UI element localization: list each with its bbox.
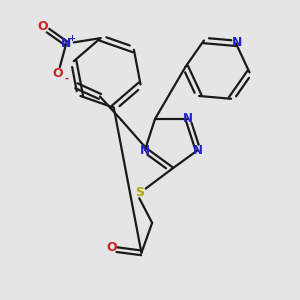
Text: O: O [106,241,117,254]
Text: +: + [68,34,75,43]
Text: S: S [135,186,144,200]
Text: -: - [64,74,68,84]
Text: N: N [232,36,242,49]
Text: O: O [52,67,63,80]
Text: N: N [183,112,193,125]
Text: O: O [38,20,48,33]
Text: N: N [140,143,150,157]
Text: N: N [61,37,71,50]
Text: N: N [193,143,203,157]
